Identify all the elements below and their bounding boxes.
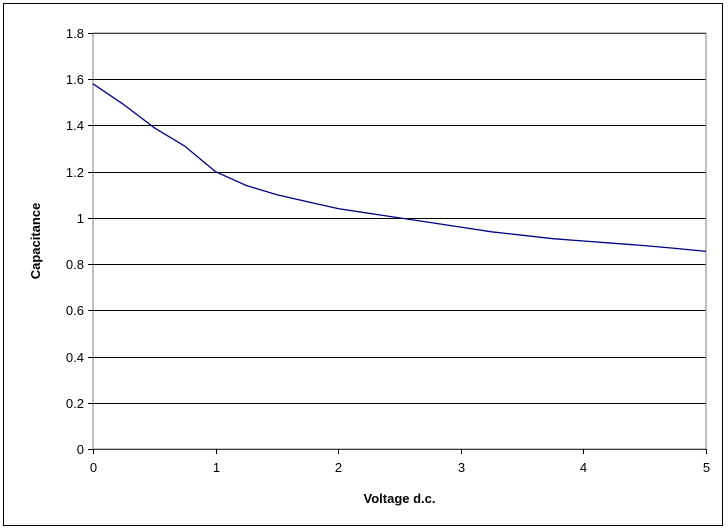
y-tick-label: 1.6 xyxy=(66,72,84,87)
y-tick-label: 0 xyxy=(77,442,84,457)
y-tick-label: 0.2 xyxy=(66,396,84,411)
y-axis-ticks: 0 0.2 0.4 0.6 0.8 1 1.2 1.4 1.6 1.8 xyxy=(66,26,93,457)
x-tick-label: 2 xyxy=(335,460,342,475)
y-tick-label: 1.2 xyxy=(66,165,84,180)
series-line-0 xyxy=(92,83,707,253)
series-layer xyxy=(92,83,707,253)
y-tick-label: 0.6 xyxy=(66,303,84,318)
x-tick-label: 3 xyxy=(458,460,465,475)
y-axis-title: Capacitance xyxy=(28,203,43,280)
x-axis-ticks: 0 1 2 3 4 5 xyxy=(90,449,710,475)
plot-area xyxy=(92,32,707,450)
y-tick-label: 0.4 xyxy=(66,350,84,365)
y-tick-label: 0.8 xyxy=(66,257,84,272)
x-tick-label: 4 xyxy=(580,460,587,475)
x-tick-label: 5 xyxy=(703,460,710,475)
y-tick-label: 1.4 xyxy=(66,118,84,133)
y-tick-label: 1 xyxy=(77,211,84,226)
x-tick-label: 0 xyxy=(90,460,97,475)
grid-lines xyxy=(93,33,706,450)
y-tick-label: 1.8 xyxy=(66,26,84,41)
x-axis-title: Voltage d.c. xyxy=(364,491,436,506)
x-tick-label: 1 xyxy=(213,460,220,475)
